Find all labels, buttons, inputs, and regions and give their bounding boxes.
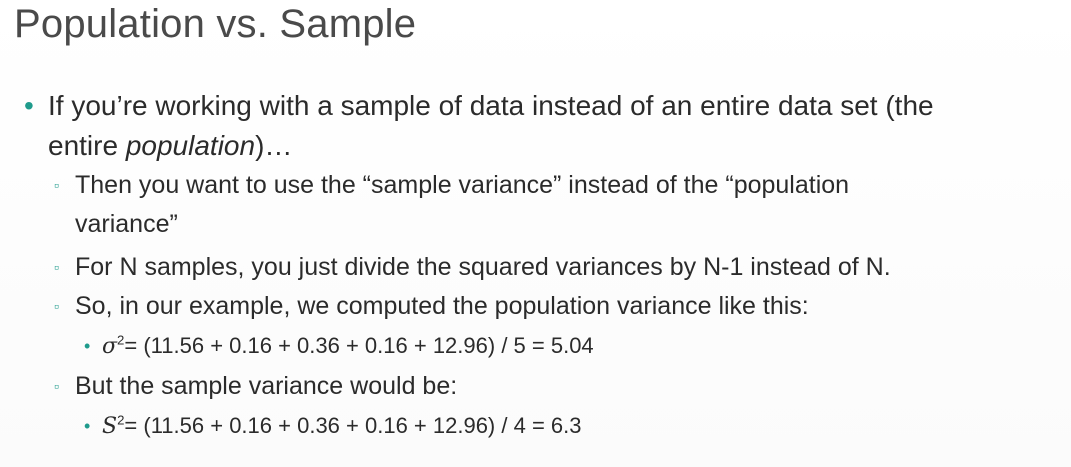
bullet-dot-icon: •	[24, 90, 34, 121]
bullet-dot-icon: •	[84, 416, 91, 436]
formula-sample-variance: • S2= (11.56 + 0.16 + 0.36 + 0.16 + 12.9…	[22, 406, 1062, 447]
bullet-text-emphasis: population	[125, 130, 256, 161]
bullet-text: If you’re working with a sample of data …	[48, 90, 934, 121]
bullet-level2: ▫ Then you want to use the “sample varia…	[22, 166, 1062, 205]
exponent: 2	[117, 332, 125, 348]
formula-population-variance: • σ2= (11.56 + 0.16 + 0.36 + 0.16 + 12.9…	[22, 326, 1062, 367]
bullet-text: Then you want to use the “sample varianc…	[75, 171, 850, 199]
bullet-level2: ▫ But the sample variance would be:	[22, 367, 1062, 406]
bullet-dot-icon: •	[84, 336, 91, 356]
exponent: 2	[117, 412, 125, 428]
square-bullet-icon: ▫	[54, 177, 59, 193]
slide-title: Population vs. Sample	[14, 2, 417, 46]
bullet-level1-continued: entire population)…	[22, 126, 1062, 166]
bullet-level2-continued: variance”	[22, 205, 1062, 244]
bullet-list: • If you’re working with a sample of dat…	[22, 86, 1062, 447]
square-bullet-icon: ▫	[54, 378, 59, 394]
formula-text: = (11.56 + 0.16 + 0.36 + 0.16 + 12.96) /…	[124, 333, 594, 358]
bullet-level1: • If you’re working with a sample of dat…	[22, 86, 1062, 126]
bullet-text: But the sample variance would be:	[75, 372, 458, 400]
bullet-text-prefix: entire	[48, 130, 126, 161]
formula-text: = (11.56 + 0.16 + 0.36 + 0.16 + 12.96) /…	[124, 413, 582, 438]
bullet-text: So, in our example, we computed the popu…	[75, 292, 809, 320]
bullet-text: variance”	[75, 210, 178, 238]
s-symbol: S	[102, 414, 118, 439]
square-bullet-icon: ▫	[54, 298, 59, 314]
bullet-level2: ▫ So, in our example, we computed the po…	[22, 287, 1062, 326]
sigma-symbol: σ	[102, 334, 118, 359]
bullet-text-suffix: )…	[255, 130, 293, 161]
bullet-text: For N samples, you just divide the squar…	[75, 253, 891, 281]
bullet-level2: ▫ For N samples, you just divide the squ…	[22, 248, 1062, 287]
square-bullet-icon: ▫	[54, 259, 59, 275]
